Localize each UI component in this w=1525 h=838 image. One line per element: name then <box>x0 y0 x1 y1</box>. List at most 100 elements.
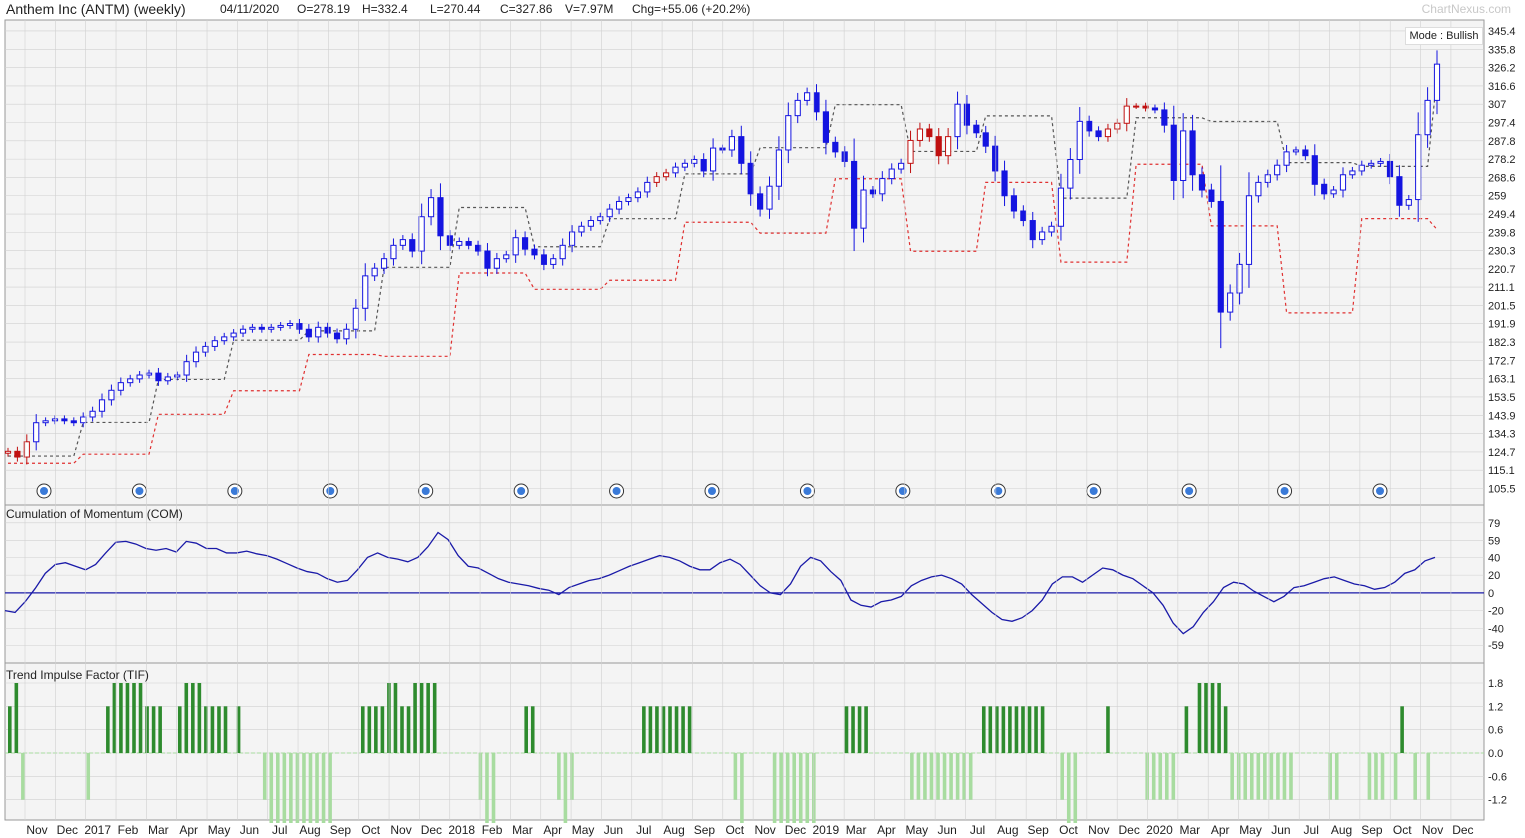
candle-body <box>747 162 754 195</box>
tif-bar-negative <box>910 753 914 800</box>
candle-body <box>333 332 341 340</box>
candle-body <box>324 326 331 334</box>
high-readout: H=332.4 <box>362 2 408 16</box>
x-tick-label: 2020 <box>1146 823 1173 837</box>
tif-bar-positive <box>393 683 398 753</box>
candle-body <box>653 176 660 183</box>
tif-bar-positive <box>125 683 130 753</box>
tif-bar-positive <box>132 683 136 753</box>
tif-bar-negative <box>1164 753 1169 800</box>
tif-bar-positive <box>524 706 528 753</box>
bell-icon-inner <box>421 487 430 495</box>
candle-body <box>804 92 811 101</box>
tif-bar-negative <box>798 753 803 823</box>
tif-bar-positive <box>668 706 672 753</box>
candle-body <box>1076 120 1083 161</box>
x-tick-label: Dec <box>57 823 78 837</box>
y-tick-label: 249.4 <box>1488 209 1516 221</box>
tif-bar-positive <box>1106 706 1110 753</box>
y-tick-label: 0.0 <box>1488 748 1503 760</box>
brand-watermark: ChartNexus.com <box>1421 2 1511 16</box>
y-tick-label: 134.3 <box>1488 429 1516 441</box>
y-tick-label: 115.1 <box>1488 465 1515 477</box>
candle-body <box>1189 130 1196 176</box>
x-tick-label: Nov <box>390 823 411 837</box>
tif-bar-negative <box>772 753 777 823</box>
tif-bar-negative <box>1066 753 1071 823</box>
candle-body <box>634 191 641 199</box>
tif-bar-negative <box>1328 753 1333 800</box>
candle-body <box>766 185 773 210</box>
candle-body <box>315 326 322 338</box>
tif-bar-positive <box>864 706 868 753</box>
candle-body <box>578 225 585 233</box>
candle-body <box>390 244 397 260</box>
y-tick-label: 163.1 <box>1488 374 1516 386</box>
candle-body <box>23 441 30 458</box>
tif-bar-positive <box>223 706 228 753</box>
tif-panel: 1.8 1.2 0.6 0.0 -0.6 -1.2 <box>4 662 1507 823</box>
bell-icon-inner <box>1376 487 1384 495</box>
y-tick-label: 220.7 <box>1488 264 1516 276</box>
tif-bar-positive <box>400 706 404 753</box>
candle-body <box>117 382 124 391</box>
tif-bar-positive <box>988 706 993 753</box>
x-tick-label: Nov <box>1422 823 1443 837</box>
x-tick-label: Apr <box>1211 823 1230 837</box>
candle-body <box>869 189 877 195</box>
x-tick-label: Mar <box>148 823 169 837</box>
candle-body <box>239 328 247 334</box>
candle-body <box>1358 164 1365 172</box>
x-axis: Nov Dec 2017 Feb Mar Apr May Jun Jul Aug Sep Oct Nov… <box>24 20 1474 837</box>
bell-icon-inner <box>1280 487 1289 495</box>
x-tick-label: Apr <box>543 823 562 837</box>
open-readout: O=278.19 <box>297 2 351 16</box>
y-tick-label: 278.2 <box>1488 154 1516 166</box>
bell-icon-inner <box>898 487 907 495</box>
y-tick-label: 345.4 <box>1488 26 1516 38</box>
x-tick-label: Jun <box>937 823 956 837</box>
mode-badge: Mode : Bullish <box>1405 27 1483 45</box>
candle-body <box>794 99 801 117</box>
tif-bar-negative <box>1060 753 1065 800</box>
bell-icon-inner <box>1089 487 1098 495</box>
candle-body <box>700 159 707 172</box>
candle-body <box>362 275 369 309</box>
candle-body <box>174 374 181 378</box>
tif-bar-positive <box>681 706 685 753</box>
tif-bar-negative <box>805 753 810 823</box>
volume-readout: V=7.97M <box>565 2 614 16</box>
y-tick-label: -40 <box>1488 623 1504 635</box>
tif-bar-positive <box>1400 706 1404 753</box>
tif-bar-positive <box>177 706 182 753</box>
candle-body <box>728 136 735 151</box>
tif-bar-positive <box>530 706 535 753</box>
candle-body <box>1302 149 1309 157</box>
x-tick-label: 2017 <box>84 823 111 837</box>
candle-body <box>1151 107 1159 111</box>
tif-bar-positive <box>851 706 855 753</box>
y-tick-label: 143.9 <box>1488 410 1516 422</box>
candle-body <box>1415 134 1422 201</box>
tif-bar-positive <box>857 706 862 753</box>
candle-body <box>559 244 566 260</box>
candle-body <box>587 220 594 227</box>
x-tick-label: Oct <box>361 823 380 837</box>
candle-body <box>437 197 444 237</box>
candle-body <box>973 124 980 134</box>
x-tick-label: Mar <box>512 823 533 837</box>
candle-body <box>521 237 529 250</box>
tif-bar-negative <box>289 753 293 823</box>
low-readout: L=270.44 <box>430 2 481 16</box>
x-tick-label: Aug <box>1331 823 1352 837</box>
candle-body <box>785 115 792 151</box>
y-tick-label: 0 <box>1488 588 1494 600</box>
tif-bar-positive <box>413 683 417 753</box>
candle-body <box>597 216 604 222</box>
tif-bar-negative <box>733 753 738 800</box>
candle-body <box>503 254 510 260</box>
x-tick-label: May <box>1239 823 1262 837</box>
x-tick-label: Jun <box>240 823 259 837</box>
candle-body <box>982 132 989 147</box>
